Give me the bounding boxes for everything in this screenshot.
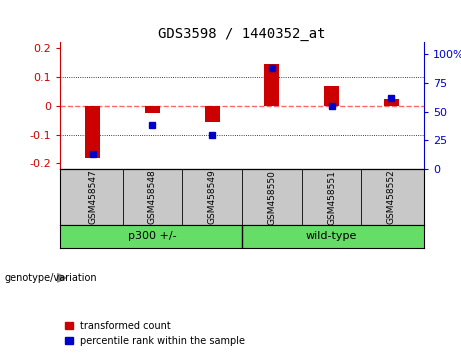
Text: wild-type: wild-type	[306, 232, 357, 241]
Text: genotype/variation: genotype/variation	[5, 273, 97, 283]
Text: GSM458548: GSM458548	[148, 170, 157, 224]
Bar	[265, 64, 279, 106]
Bar	[205, 106, 219, 122]
Bar	[324, 86, 339, 106]
Bar	[85, 106, 100, 158]
Bar	[384, 99, 399, 106]
Text: GSM458551: GSM458551	[327, 170, 336, 224]
Text: GSM458550: GSM458550	[267, 170, 277, 224]
Legend: transformed count, percentile rank within the sample: transformed count, percentile rank withi…	[65, 321, 245, 346]
Text: p300 +/-: p300 +/-	[128, 232, 177, 241]
Polygon shape	[58, 274, 66, 282]
Text: GSM458549: GSM458549	[207, 170, 217, 224]
Title: GDS3598 / 1440352_at: GDS3598 / 1440352_at	[158, 28, 326, 41]
Text: GSM458547: GSM458547	[88, 170, 97, 224]
Bar	[145, 106, 160, 113]
Text: GSM458552: GSM458552	[387, 170, 396, 224]
